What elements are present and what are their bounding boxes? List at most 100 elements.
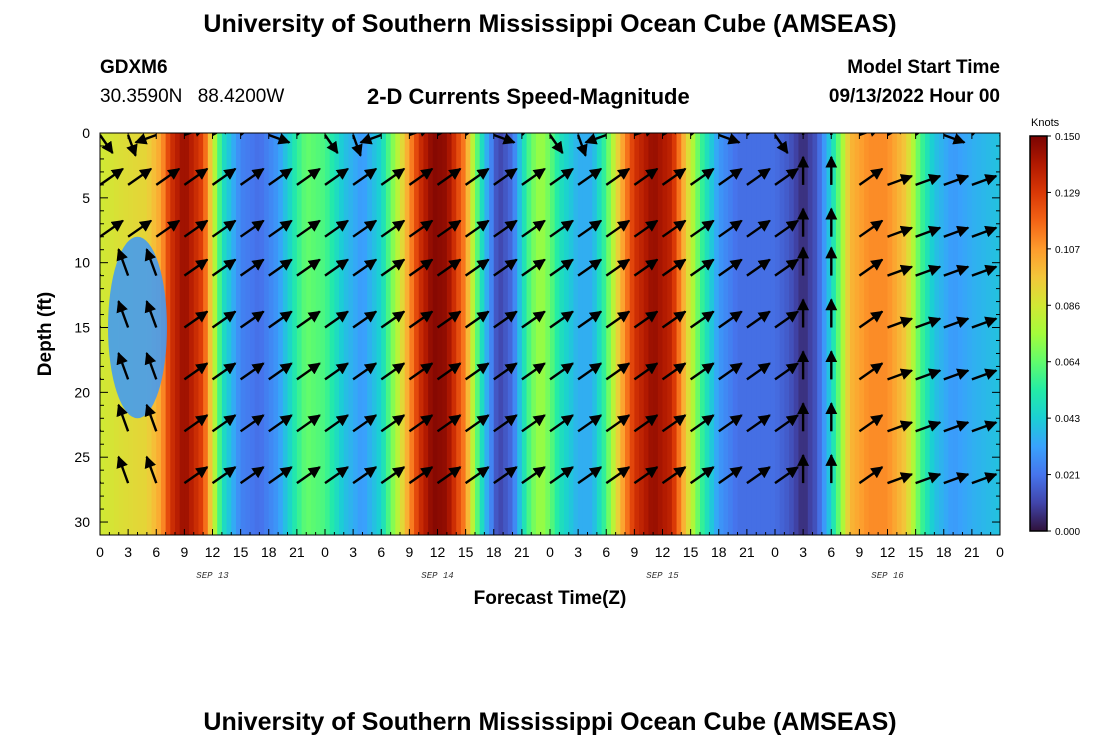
current-vector-arrow xyxy=(408,362,434,381)
current-vector-arrow xyxy=(915,264,942,277)
heatmap-column xyxy=(639,133,645,535)
current-vector-arrow xyxy=(116,300,130,328)
current-vector-arrow xyxy=(352,414,378,433)
heatmap-column xyxy=(610,133,617,535)
current-vector-arrow xyxy=(605,258,631,277)
current-vector-arrow xyxy=(999,378,1000,380)
current-vector-arrow xyxy=(436,362,462,381)
day-label: SEP 16 xyxy=(871,571,904,581)
heatmap-column xyxy=(582,133,589,535)
current-vector-arrow xyxy=(746,362,771,381)
current-vector-arrow xyxy=(239,466,265,485)
heatmap-column xyxy=(976,133,982,535)
heatmap-column xyxy=(925,133,931,535)
current-vector-arrow xyxy=(324,466,349,485)
heatmap-column xyxy=(587,133,593,535)
current-vector-arrow xyxy=(633,219,659,238)
current-vector-arrow xyxy=(100,167,124,186)
current-vector-arrow xyxy=(746,414,771,433)
heatmap-column xyxy=(845,133,851,535)
heatmap-column xyxy=(517,133,523,535)
heatmap-column xyxy=(700,133,706,535)
current-vector-arrow xyxy=(408,133,432,137)
heatmap-column xyxy=(550,133,556,535)
heatmap-column xyxy=(273,133,279,535)
current-vector-arrow xyxy=(943,368,970,381)
current-vector-arrow xyxy=(183,258,209,277)
current-vector-arrow xyxy=(239,258,265,277)
heatmap-column xyxy=(376,133,382,535)
current-vector-arrow xyxy=(718,466,743,485)
current-vector-arrow xyxy=(408,167,434,186)
x-axis: 0 3 6 9 12 15 18 21 0 3 6 9 12 15 18 21 0 3 6 9 12 15 18 21 0 3 6 9… xyxy=(96,133,1004,581)
current-vector-arrow xyxy=(408,219,434,238)
current-vector-arrow xyxy=(633,362,659,381)
current-vector-arrow xyxy=(144,248,158,277)
heatmap-column xyxy=(446,133,453,535)
heatmap-column xyxy=(784,133,790,535)
heatmap-column xyxy=(840,133,846,535)
current-vector-arrow xyxy=(183,414,209,433)
current-vector-arrow xyxy=(774,362,799,381)
current-vector-arrow xyxy=(268,133,291,145)
y-axis-title: Depth (ft) xyxy=(35,292,56,376)
colorbar-label: 0.129 xyxy=(1055,188,1080,199)
current-vector-arrow xyxy=(774,167,799,186)
current-vector-arrow xyxy=(464,310,490,329)
current-vector-arrow xyxy=(521,362,546,381)
heatmap-column xyxy=(906,133,912,535)
heatmap-column xyxy=(704,133,710,535)
current-vector-arrow xyxy=(155,167,181,186)
current-vector-arrow xyxy=(943,133,966,145)
heatmap-column xyxy=(732,133,739,535)
heatmap-column xyxy=(835,133,842,535)
heatmap-column xyxy=(728,133,734,535)
heatmap-column xyxy=(817,133,823,535)
current-vector-arrow xyxy=(359,133,382,145)
current-vector-arrow xyxy=(605,414,631,433)
current-vector-arrow xyxy=(521,414,546,433)
current-vector-arrow xyxy=(268,219,293,238)
current-vector-arrow xyxy=(351,134,363,157)
heatmap-column xyxy=(179,133,185,535)
day-label: SEP 15 xyxy=(646,571,679,581)
current-vector-arrow xyxy=(144,403,158,432)
heatmap-column xyxy=(957,133,964,535)
current-vector-arrow xyxy=(464,362,490,381)
heatmap-column xyxy=(681,133,687,535)
heatmap-column xyxy=(100,133,106,535)
heatmap-column xyxy=(892,133,898,535)
current-vector-arrow xyxy=(915,472,942,485)
station-latitude: 30.3590N xyxy=(100,86,183,107)
colorbar-label: 0.150 xyxy=(1055,132,1080,143)
current-vector-arrow xyxy=(746,258,771,277)
heatmap-column xyxy=(887,133,893,535)
heatmap-column xyxy=(948,133,954,535)
heatmap-column xyxy=(671,133,678,535)
current-vector-arrow xyxy=(324,134,339,154)
heatmap-column xyxy=(653,133,659,535)
current-vector-arrow xyxy=(464,167,490,186)
heatmap-column xyxy=(231,133,237,535)
current-vector-arrow xyxy=(211,414,237,433)
current-vector-arrow xyxy=(211,219,237,238)
current-vector-arrow xyxy=(352,310,378,329)
current-vector-arrow xyxy=(633,167,659,186)
heatmap-column xyxy=(592,133,598,535)
current-vector-arrow xyxy=(436,219,462,238)
heatmap-column xyxy=(207,133,214,535)
current-vector-arrow xyxy=(689,167,715,186)
heatmap-column xyxy=(165,133,171,535)
heatmap-column xyxy=(742,133,748,535)
heatmap-column xyxy=(235,133,242,535)
current-vector-arrow xyxy=(689,414,715,433)
x-tick-label: 15 xyxy=(683,544,699,560)
heatmap-column xyxy=(507,133,514,535)
x-tick-label: 0 xyxy=(996,544,1004,560)
station-coordinates: 30.3590N 88.4200W xyxy=(100,86,294,108)
current-vector-arrow xyxy=(296,362,321,381)
heatmap-column xyxy=(320,133,326,535)
current-vector-arrow xyxy=(100,219,124,238)
current-vector-arrow xyxy=(324,167,349,186)
heatmap-column xyxy=(329,133,335,535)
